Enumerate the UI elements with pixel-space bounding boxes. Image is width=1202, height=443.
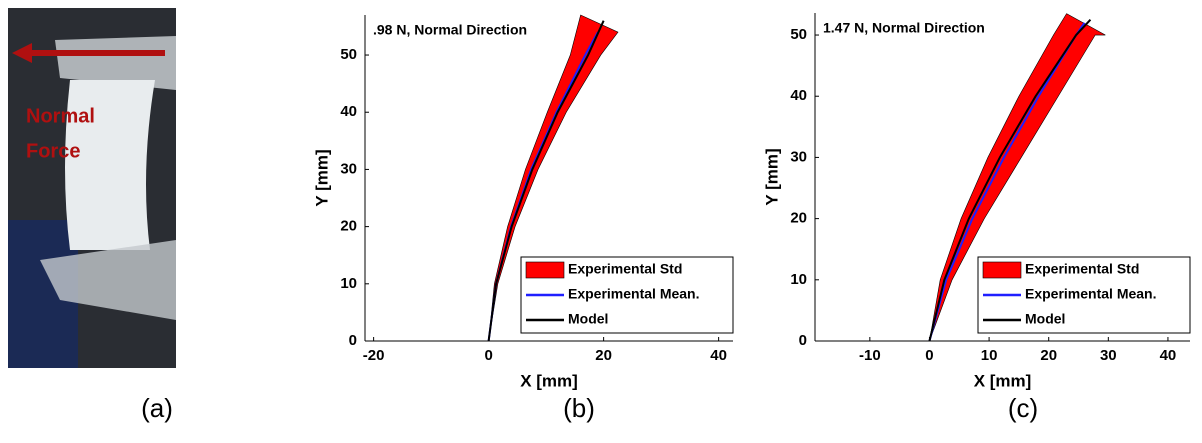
x-tick-label: -20 <box>363 347 385 364</box>
y-tick-label: 20 <box>790 210 807 227</box>
series-line <box>487 20 605 342</box>
legend-label: Experimental Mean. <box>1025 286 1157 302</box>
series-line <box>928 19 1092 342</box>
panel-label: (c) <box>1008 393 1038 423</box>
arrow-head <box>12 43 32 63</box>
x-tick-label: -10 <box>859 347 881 364</box>
y-tick-label: 50 <box>790 26 807 43</box>
x-tick-label: 0 <box>925 347 933 364</box>
x-axis-label: X [mm] <box>520 371 578 390</box>
photo-label-1: Normal <box>26 105 95 127</box>
column <box>65 80 155 250</box>
legend-swatch <box>525 261 565 279</box>
x-tick-label: 30 <box>1100 347 1117 364</box>
plot <box>487 14 619 342</box>
y-tick-label: 50 <box>340 46 357 63</box>
legend-label: Experimental Mean. <box>568 286 700 302</box>
y-tick-label: 20 <box>340 218 357 235</box>
panel-label: (b) <box>563 393 595 423</box>
y-tick-label: 30 <box>340 160 357 177</box>
x-tick-label: 20 <box>595 347 612 364</box>
y-tick-label: 40 <box>340 103 357 120</box>
y-axis-label: Y [mm] <box>762 148 781 205</box>
plate-top <box>55 36 176 90</box>
y-tick-label: 10 <box>340 275 357 292</box>
photo-label-2: Force <box>26 140 80 162</box>
legend-swatch <box>982 261 1022 279</box>
y-tick-label: 10 <box>790 271 807 288</box>
x-axis-label: X [mm] <box>974 371 1032 390</box>
photo: Normal Force <box>8 8 176 368</box>
y-axis-label: Y [mm] <box>312 149 331 206</box>
x-tick-label: 40 <box>710 347 727 364</box>
x-tick-label: 0 <box>484 347 492 364</box>
legend-label: Experimental Std <box>1025 261 1139 277</box>
legend-label: Model <box>568 311 608 327</box>
y-tick-label: 0 <box>799 332 807 349</box>
legend-label: Model <box>1025 311 1065 327</box>
x-tick-label: 20 <box>1040 347 1057 364</box>
plot <box>928 13 1106 342</box>
chart-title: .98 N, Normal Direction <box>373 22 527 38</box>
legend-label: Experimental Std <box>568 261 682 277</box>
chart-title: 1.47 N, Normal Direction <box>823 20 985 36</box>
y-tick-label: 0 <box>349 332 357 349</box>
x-tick-label: 10 <box>981 347 998 364</box>
panel-label: (a) <box>141 393 173 423</box>
plate-bottom <box>40 240 176 320</box>
x-tick-label: 40 <box>1160 347 1177 364</box>
y-tick-label: 30 <box>790 148 807 165</box>
y-tick-label: 40 <box>790 87 807 104</box>
std-band <box>488 14 619 342</box>
